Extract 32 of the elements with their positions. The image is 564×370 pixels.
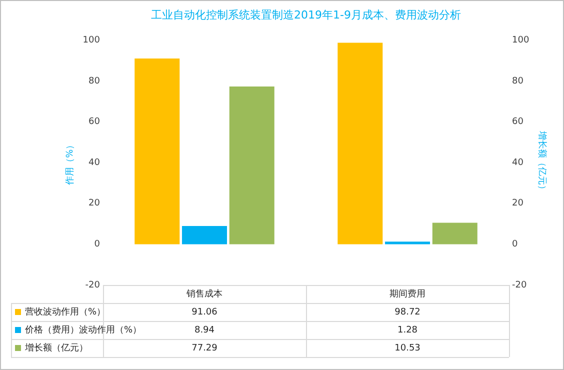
- y-tick-label: 60: [88, 117, 100, 128]
- y2-tick-label: 100: [512, 36, 530, 46]
- bar: [385, 242, 430, 244]
- x-tick-label: 销售成本: [185, 288, 222, 300]
- y2-tick-label: 20: [512, 198, 524, 209]
- y-tick-label: 40: [88, 158, 100, 168]
- y2-tick-label: 60: [512, 117, 524, 128]
- legend-label: 价格（费用）波动作用（%）: [24, 324, 142, 336]
- chart-title: 工业自动化控制系统装置制造2019年1-9月成本、费用波动分析: [151, 8, 461, 22]
- data-label: 98.72: [394, 307, 420, 318]
- legend-label: 营收波动作用（%）: [25, 306, 106, 318]
- legend-label: 增长额（亿元）: [24, 342, 88, 354]
- y2-tick-label: 40: [512, 158, 524, 168]
- y2-tick-label: 0: [512, 240, 518, 250]
- y2-axis-title: 增长额（亿元）: [536, 130, 548, 194]
- bar: [182, 226, 227, 244]
- data-label: 1.28: [397, 325, 418, 336]
- data-label: 91.06: [192, 307, 218, 318]
- data-label: 10.53: [394, 343, 420, 354]
- y2-tick-label: 80: [512, 76, 524, 86]
- bar: [338, 42, 383, 244]
- y-axis-title: 作用（%）: [64, 140, 76, 186]
- y-tick-label: 80: [88, 76, 100, 86]
- data-label: 77.29: [192, 343, 218, 354]
- y-tick-label: 20: [88, 198, 100, 209]
- y2-tick-label: -20: [512, 280, 527, 290]
- y-tick-label: 100: [82, 36, 100, 46]
- y-tick-label: -20: [85, 280, 100, 290]
- y-tick-label: 0: [94, 240, 100, 250]
- bar: [134, 58, 180, 244]
- data-label: 8.94: [194, 325, 215, 336]
- x-tick-label: 期间费用: [390, 288, 426, 300]
